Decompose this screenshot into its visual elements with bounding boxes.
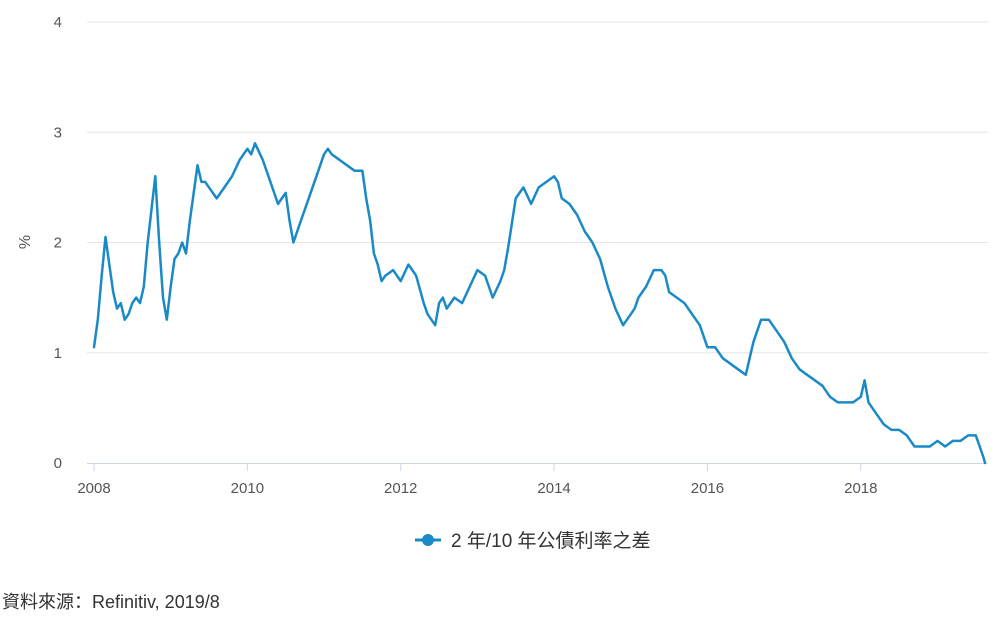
x-tick-label-2014: 2014 (537, 480, 570, 497)
y-axis-ticks: 0 1 2 3 4 (54, 14, 62, 472)
legend-series-label: 2 年/10 年公債利率之差 (451, 530, 651, 552)
legend-series-marker-icon (422, 534, 434, 546)
x-axis: 2008 2010 2012 2014 2016 2018 (77, 463, 988, 497)
y-tick-label-2: 2 (54, 235, 62, 252)
y-tick-label-4: 4 (54, 14, 62, 31)
legend[interactable]: 2 年/10 年公債利率之差 (415, 530, 651, 552)
y-tick-label-1: 1 (54, 345, 62, 362)
y-axis-title: % (17, 235, 34, 249)
x-tick-label-2016: 2016 (691, 480, 724, 497)
y-tick-label-3: 3 (54, 124, 62, 141)
x-tick-label-2008: 2008 (77, 480, 110, 497)
grid-lines (87, 21, 988, 354)
y-tick-label-0: 0 (54, 455, 62, 472)
series-layer (92, 142, 987, 465)
x-tick-label-2012: 2012 (384, 480, 417, 497)
source-note: 資料來源：Refinitiv, 2019/8 (2, 592, 220, 612)
x-tick-label-2010: 2010 (231, 480, 264, 497)
x-tick-label-2018: 2018 (844, 480, 877, 497)
series-line-0 (92, 142, 987, 465)
